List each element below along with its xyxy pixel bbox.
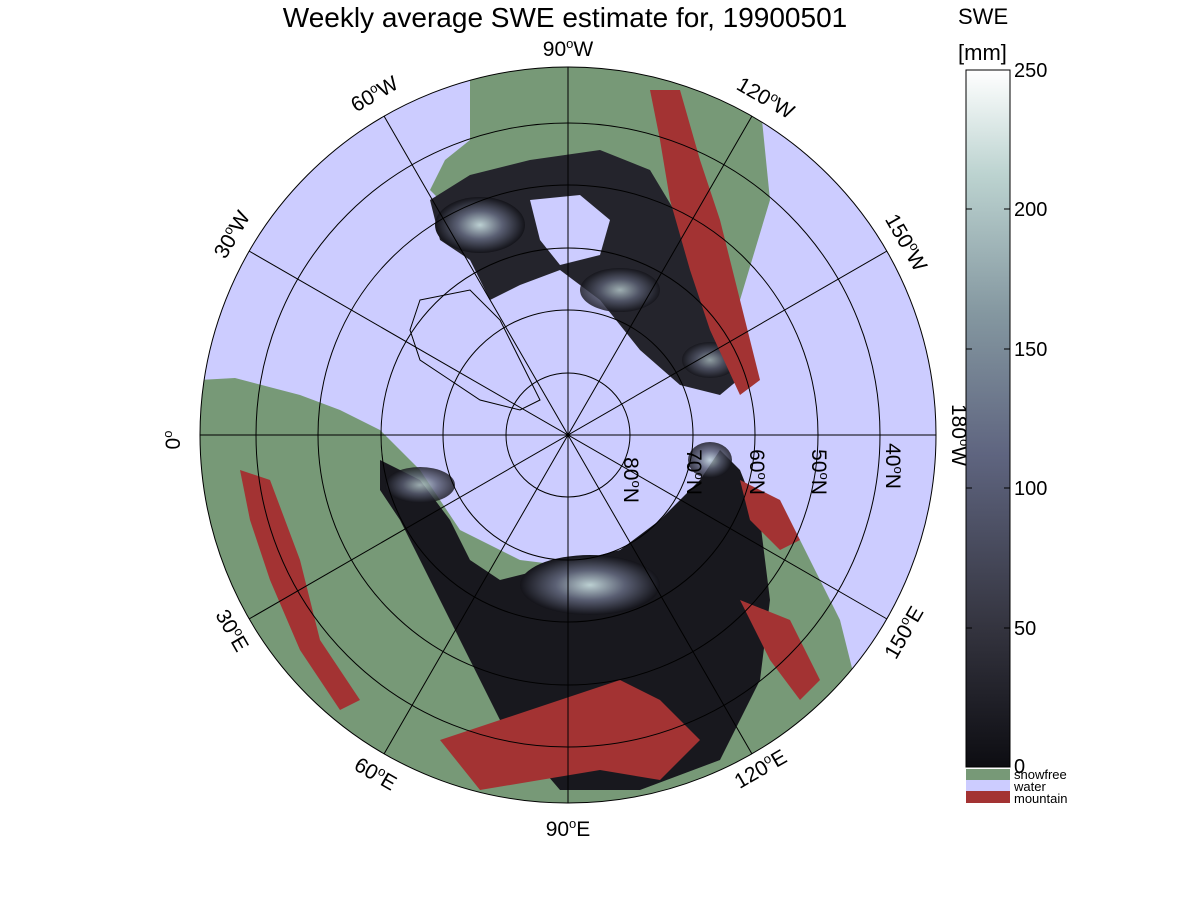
colorbar-ticks bbox=[966, 69, 1010, 768]
colorbar-gradient bbox=[965, 69, 1011, 768]
colorbar-tick-0: 0 bbox=[1014, 756, 1025, 778]
legend-swatch-water bbox=[966, 780, 1010, 791]
canada-swe-peak bbox=[435, 197, 525, 253]
lat-label-80n: 80oN bbox=[619, 457, 644, 503]
lon-label-60w: 60oW bbox=[346, 70, 402, 117]
lon-label-90w: 90oW bbox=[543, 36, 594, 61]
map-title: Weekly average SWE estimate for, 1990050… bbox=[282, 2, 848, 33]
colorbar-tick-200: 200 bbox=[1014, 199, 1047, 221]
lon-label-180w: 180oW bbox=[947, 404, 972, 466]
colorbar-title: SWE bbox=[958, 4, 1009, 29]
meridian-150w-30e bbox=[248, 250, 888, 620]
scandinavia-swe-peak bbox=[385, 467, 455, 503]
quebec-swe-peak bbox=[580, 268, 660, 312]
colorbar: 0 50 100 150 200 250 bbox=[965, 60, 1047, 778]
east-siberia-swe-peak bbox=[688, 442, 732, 478]
hudson-bay bbox=[530, 195, 610, 265]
lon-label-0: 0o bbox=[160, 431, 185, 450]
legend-label-snowfree: snowfree bbox=[1014, 767, 1067, 782]
colorbar-tick-250: 250 bbox=[1014, 60, 1047, 82]
lat-label-70n: 70oN bbox=[682, 449, 707, 495]
kamchatka-mountains bbox=[740, 480, 800, 550]
legend-label-water: water bbox=[1013, 779, 1046, 794]
category-legend: snowfree water mountain bbox=[966, 767, 1067, 806]
lat-label-40n: 40oN bbox=[881, 443, 906, 489]
lon-label-90e: 90oE bbox=[546, 816, 591, 841]
graticule bbox=[199, 66, 937, 804]
rocky-mountains bbox=[650, 90, 760, 395]
colorbar-tick-150: 150 bbox=[1014, 339, 1047, 361]
siberia-swe-peak bbox=[520, 555, 660, 615]
colorbar-tick-100: 100 bbox=[1014, 478, 1047, 500]
legend-swatch-mountain bbox=[966, 791, 1010, 803]
lat-label-50n: 50oN bbox=[807, 449, 832, 495]
central-asia-mountains bbox=[440, 680, 700, 790]
lat-label-60n: 60oN bbox=[745, 449, 770, 495]
eurasia-snow-cover bbox=[380, 450, 770, 790]
east-asia-mountains bbox=[740, 600, 820, 700]
legend-label-mountain: mountain bbox=[1014, 791, 1067, 806]
colorbar-unit: [mm] bbox=[958, 40, 1007, 65]
greenland-outline bbox=[409, 289, 541, 411]
legend-swatch-snowfree bbox=[966, 769, 1010, 780]
latitude-labels: 80oN 70oN 60oN 50oN 40oN bbox=[619, 443, 906, 503]
colorbar-tick-50: 50 bbox=[1014, 618, 1036, 640]
